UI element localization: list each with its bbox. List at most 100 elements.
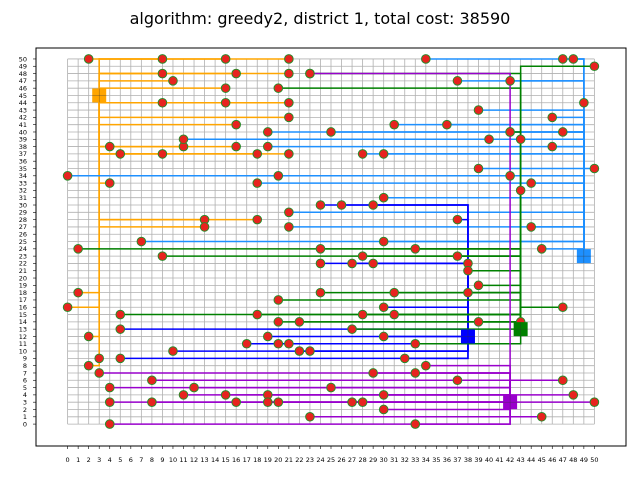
house-point bbox=[589, 163, 600, 174]
house-point bbox=[220, 97, 231, 108]
y-tick-label: 4 bbox=[23, 391, 27, 399]
house-point bbox=[305, 68, 315, 79]
house-point bbox=[473, 163, 484, 174]
y-tick-label: 16 bbox=[19, 304, 27, 312]
house-point bbox=[378, 236, 389, 247]
house-point bbox=[157, 251, 168, 261]
x-tick-label: 47 bbox=[559, 456, 567, 464]
house-point bbox=[536, 244, 547, 254]
x-tick-label: 38 bbox=[464, 456, 472, 464]
chart-title: algorithm: greedy2, district 1, total co… bbox=[130, 9, 511, 28]
house-point bbox=[104, 141, 115, 152]
house-point bbox=[421, 54, 431, 64]
x-tick-label: 28 bbox=[358, 456, 366, 464]
house-point bbox=[378, 192, 389, 203]
x-tick-label: 7 bbox=[139, 456, 143, 464]
x-tick-label: 40 bbox=[485, 456, 493, 464]
x-tick-label: 3 bbox=[97, 456, 101, 464]
y-tick-label: 46 bbox=[19, 84, 27, 92]
x-tick-label: 19 bbox=[264, 456, 272, 464]
y-tick-label: 20 bbox=[19, 274, 27, 282]
x-tick-label: 24 bbox=[316, 456, 324, 464]
y-tick-label: 45 bbox=[19, 92, 27, 100]
house-point bbox=[442, 119, 452, 130]
house-point bbox=[378, 149, 389, 159]
house-point bbox=[410, 244, 421, 254]
house-point bbox=[315, 200, 326, 210]
x-tick-label: 48 bbox=[569, 456, 577, 464]
house-point bbox=[294, 346, 305, 356]
y-tick-label: 22 bbox=[19, 260, 27, 268]
house-point bbox=[505, 170, 515, 181]
y-tick-label: 47 bbox=[19, 77, 27, 85]
y-tick-label: 2 bbox=[23, 406, 27, 414]
house-point bbox=[421, 360, 431, 371]
house-point bbox=[262, 141, 273, 152]
house-point bbox=[515, 134, 526, 145]
y-tick-label: 6 bbox=[23, 377, 27, 385]
house-point bbox=[305, 411, 315, 422]
x-tick-label: 49 bbox=[580, 456, 588, 464]
house-point bbox=[315, 258, 326, 269]
house-point bbox=[73, 244, 83, 254]
house-point bbox=[284, 222, 294, 232]
cable-line bbox=[278, 87, 522, 330]
house-point bbox=[526, 222, 536, 232]
y-tick-label: 42 bbox=[19, 114, 27, 122]
house-point bbox=[104, 419, 115, 429]
house-point bbox=[315, 287, 326, 298]
house-point bbox=[62, 302, 73, 313]
house-point bbox=[452, 251, 463, 261]
x-tick-label: 23 bbox=[306, 456, 314, 464]
house-point bbox=[536, 411, 547, 422]
house-point bbox=[231, 68, 241, 79]
x-tick-label: 22 bbox=[295, 456, 303, 464]
house-point bbox=[526, 178, 536, 188]
house-point bbox=[410, 368, 421, 378]
house-point bbox=[378, 390, 389, 400]
house-point bbox=[273, 397, 284, 407]
y-tick-label: 35 bbox=[19, 165, 27, 173]
house-point bbox=[389, 309, 400, 320]
y-tick-label: 33 bbox=[19, 179, 27, 187]
x-tick-label: 9 bbox=[160, 456, 164, 464]
x-tick-label: 41 bbox=[495, 456, 503, 464]
x-tick-label: 32 bbox=[401, 456, 409, 464]
y-tick-label: 19 bbox=[19, 282, 27, 290]
house-point bbox=[199, 222, 210, 232]
houses bbox=[62, 54, 600, 429]
house-point bbox=[136, 236, 147, 247]
y-tick-label: 49 bbox=[19, 63, 27, 71]
x-tick-label: 50 bbox=[590, 456, 598, 464]
y-tick-label: 13 bbox=[19, 325, 27, 333]
x-tick-label: 12 bbox=[190, 456, 198, 464]
y-tick-label: 24 bbox=[19, 245, 27, 253]
x-tick-label: 30 bbox=[380, 456, 388, 464]
house-point bbox=[168, 76, 178, 86]
x-tick-label: 6 bbox=[129, 456, 133, 464]
house-point bbox=[157, 97, 168, 108]
house-point bbox=[557, 54, 568, 64]
y-tick-label: 37 bbox=[19, 150, 27, 158]
house-point bbox=[368, 258, 378, 269]
x-tick-label: 31 bbox=[390, 456, 398, 464]
x-tick-label: 4 bbox=[108, 456, 112, 464]
x-tick-label: 26 bbox=[337, 456, 345, 464]
house-point bbox=[168, 346, 178, 356]
x-tick-label: 33 bbox=[411, 456, 419, 464]
x-tick-label: 27 bbox=[348, 456, 356, 464]
house-point bbox=[252, 178, 263, 188]
house-point bbox=[557, 127, 568, 137]
house-point bbox=[347, 324, 357, 334]
x-tick-label: 42 bbox=[506, 456, 514, 464]
y-tick-label: 23 bbox=[19, 252, 27, 260]
x-tick-label: 13 bbox=[200, 456, 208, 464]
house-point bbox=[326, 127, 336, 137]
x-tick-label: 43 bbox=[517, 456, 525, 464]
x-tick-label: 10 bbox=[169, 456, 177, 464]
y-tick-label: 12 bbox=[19, 333, 27, 341]
house-point bbox=[83, 360, 94, 371]
house-point bbox=[368, 200, 378, 210]
house-point bbox=[273, 83, 284, 93]
